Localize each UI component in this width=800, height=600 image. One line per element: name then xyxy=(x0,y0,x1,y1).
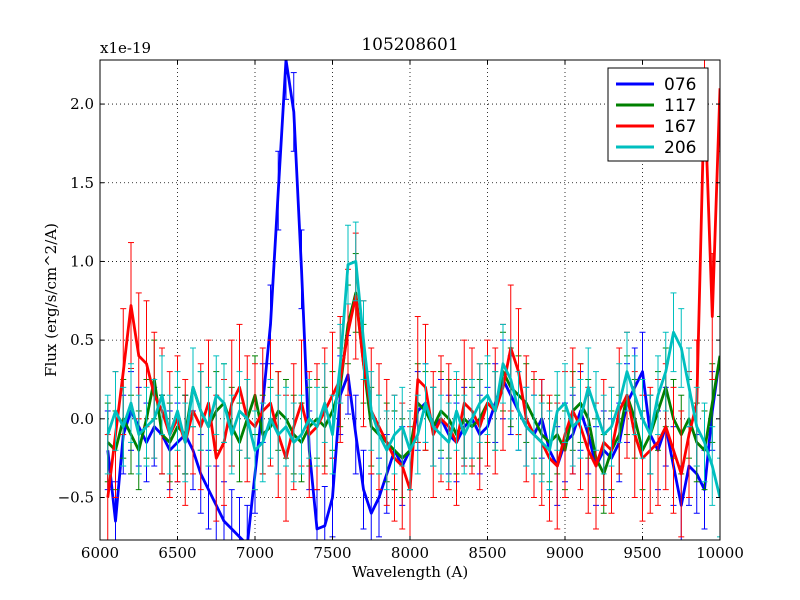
legend-entry-167: 167 xyxy=(616,117,696,137)
x-tick-label: 7000 xyxy=(236,544,274,562)
y-offset-label: x1e-19 xyxy=(100,39,151,57)
y-tick-label: 0.5 xyxy=(70,331,94,349)
series-line-206 xyxy=(106,259,720,498)
legend-label: 117 xyxy=(664,96,696,116)
ticks: 6000 6500 7000 7500 8000 8500 9000 9500 10000 −0.… xyxy=(58,60,744,562)
x-tick-label: 7500 xyxy=(313,544,351,562)
series-206 xyxy=(104,221,720,538)
legend-entry-117: 117 xyxy=(616,96,696,116)
legend-entry-206: 206 xyxy=(616,138,696,158)
x-tick-label: 6000 xyxy=(81,544,119,562)
y-tick-label: 2.0 xyxy=(70,95,94,113)
series-line-167 xyxy=(106,88,720,498)
x-tick-label: 9500 xyxy=(623,544,661,562)
x-axis-label: Wavelength (A) xyxy=(352,563,468,581)
y-tick-label: 0.0 xyxy=(70,410,94,428)
legend-label: 167 xyxy=(664,117,696,137)
x-tick-label: 8000 xyxy=(391,544,429,562)
y-tick-label: −0.5 xyxy=(58,489,94,507)
y-tick-label: 1.5 xyxy=(70,174,94,192)
series-group xyxy=(104,60,720,540)
y-axis-label: Flux (erg/s/cm^2/A) xyxy=(42,223,60,377)
chart-title: 105208601 xyxy=(361,35,458,55)
legend-entry-076: 076 xyxy=(616,75,696,95)
y-tick-label: 1.0 xyxy=(70,252,94,270)
legend-label: 076 xyxy=(664,75,696,95)
legend-label: 206 xyxy=(664,138,696,158)
x-tick-label: 9000 xyxy=(546,544,584,562)
x-tick-label: 8500 xyxy=(468,544,506,562)
x-tick-label: 10000 xyxy=(696,544,744,562)
x-tick-label: 6500 xyxy=(158,544,196,562)
